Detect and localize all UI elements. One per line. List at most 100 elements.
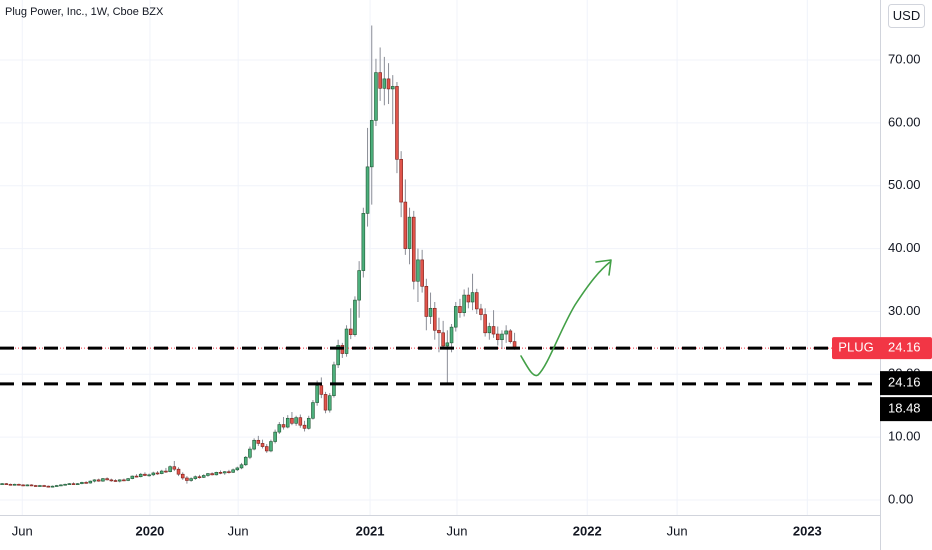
candle-body	[159, 470, 164, 474]
candle-body	[84, 482, 88, 484]
candle-body	[365, 166, 370, 214]
x-tick-label: Jun	[667, 523, 688, 538]
candle-body	[155, 472, 160, 475]
candle-body	[42, 485, 46, 487]
candle-body	[348, 328, 353, 335]
candle-body	[353, 299, 357, 335]
candle-body	[252, 439, 256, 450]
candle-body	[46, 485, 51, 488]
candle-body	[38, 485, 42, 487]
last-price-symbol: PLUG	[838, 340, 873, 355]
candles	[0, 25, 517, 488]
candle-body	[269, 441, 273, 452]
candle-body	[441, 332, 445, 347]
candle-body	[428, 307, 433, 317]
candle-body	[290, 417, 294, 424]
candle-body	[25, 484, 30, 487]
candle-body	[92, 479, 97, 482]
candle-body	[176, 468, 181, 475]
candle-body	[491, 326, 496, 335]
drawn-arrow	[520, 259, 612, 377]
y-tick-label: 30.00	[888, 303, 921, 318]
candle-body	[96, 479, 101, 482]
candle-body	[75, 483, 80, 485]
candle-body	[210, 473, 214, 476]
candle-body	[504, 330, 508, 335]
candle-body	[369, 120, 374, 168]
candle-body	[256, 439, 261, 444]
candle-body	[500, 333, 504, 341]
x-tick-label: Jun	[12, 523, 33, 538]
candle-body	[29, 484, 34, 487]
candle-body	[117, 479, 122, 482]
candle-body	[323, 394, 328, 411]
candle-body	[122, 479, 126, 482]
candle-body	[378, 72, 382, 89]
y-tick-label: 50.00	[888, 177, 921, 192]
candle-body	[487, 326, 492, 334]
candle-body	[432, 307, 437, 331]
candle-body	[390, 86, 395, 90]
candle-body	[374, 72, 378, 121]
candle-body	[231, 469, 235, 473]
last-price-box	[832, 337, 932, 360]
level-label: 24.16	[888, 375, 921, 390]
y-tick-label: 0.00	[888, 491, 913, 506]
candle-body	[474, 292, 479, 310]
x-tick-label: 2023	[793, 523, 822, 538]
candle-body	[386, 78, 391, 90]
candle-body	[54, 485, 59, 487]
candle-body	[311, 402, 315, 419]
candle-body	[21, 484, 25, 487]
candle-body	[214, 472, 219, 476]
y-tick-label: 70.00	[888, 51, 921, 66]
candle-body	[319, 385, 324, 395]
candle-body	[458, 306, 462, 313]
candle-body	[206, 473, 210, 476]
last-price-value: 24.16	[888, 340, 921, 355]
candle-body	[462, 294, 466, 313]
candle-body	[273, 431, 277, 442]
candle-body	[130, 475, 135, 479]
candle-body	[327, 395, 332, 411]
candle-body	[248, 448, 252, 458]
candle-body	[294, 417, 298, 424]
candle-body	[281, 424, 286, 428]
candle-body	[193, 476, 198, 479]
candle-body	[4, 483, 9, 485]
grid	[0, 0, 880, 515]
candle-body	[306, 417, 311, 429]
candle-body	[113, 480, 118, 482]
y-tick-label: 60.00	[888, 114, 921, 129]
candle-body	[201, 475, 206, 478]
candle-body	[168, 466, 172, 472]
candle-body	[151, 472, 156, 476]
x-tick-label: 2021	[356, 523, 385, 538]
candle-body	[235, 467, 240, 471]
candle-body	[164, 470, 168, 473]
candle-body	[332, 364, 336, 396]
candle-body	[420, 259, 424, 287]
candle-body	[424, 285, 429, 317]
candle-body	[189, 478, 193, 481]
candle-body	[470, 292, 475, 303]
candle-body	[138, 473, 143, 478]
candle-body	[126, 478, 130, 481]
candle-body	[411, 216, 416, 282]
currency-box[interactable]	[888, 4, 925, 28]
candle-body	[302, 424, 307, 429]
x-tick-label: 2020	[135, 523, 164, 538]
candle-body	[67, 483, 72, 485]
candle-body	[80, 482, 84, 484]
chart-title: Plug Power, Inc., 1W, Cboe BZX	[5, 6, 164, 18]
candle-body	[407, 216, 412, 249]
candle-body	[260, 443, 265, 447]
candle-body	[227, 471, 231, 473]
candle-body	[264, 446, 269, 452]
candle-body	[50, 485, 55, 488]
candle-body	[0, 483, 4, 485]
candle-body	[336, 345, 340, 366]
x-tick-label: Jun	[228, 523, 249, 538]
